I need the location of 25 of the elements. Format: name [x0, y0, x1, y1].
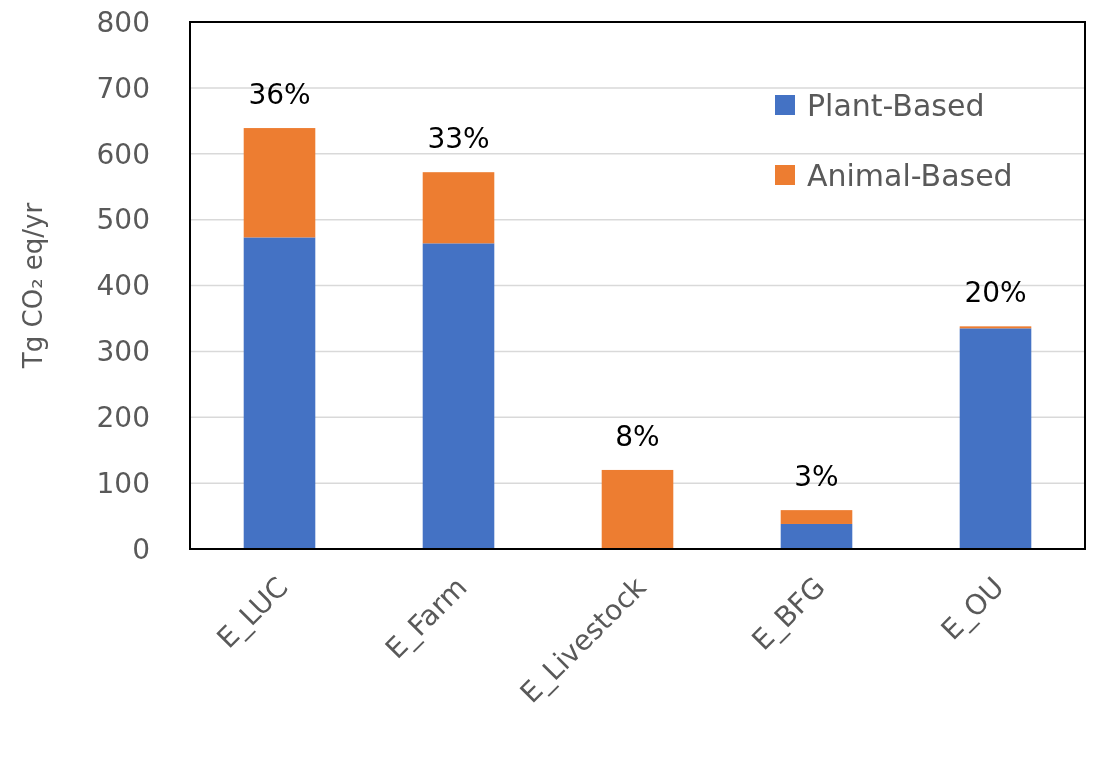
bar: [243, 237, 316, 549]
bar: [601, 469, 674, 549]
bar: [422, 172, 495, 244]
y-tick-label: 700: [96, 71, 150, 105]
legend-label: Animal-Based: [807, 157, 1013, 193]
annotation: 33%: [427, 122, 490, 156]
y-tick-label: 600: [96, 137, 150, 171]
y-tick-label: 400: [96, 269, 150, 303]
bar: [243, 128, 316, 238]
y-tick-label: 300: [96, 335, 150, 369]
bar: [780, 523, 853, 549]
annotation: 20%: [964, 276, 1027, 310]
legend-label: Plant-Based: [807, 87, 985, 123]
y-tick-label: 200: [96, 401, 150, 435]
bar: [422, 243, 495, 549]
annotation: 8%: [615, 419, 660, 453]
bar: [780, 510, 853, 524]
annotation: 3%: [794, 460, 839, 494]
bar: [959, 328, 1032, 549]
y-tick-label: 100: [96, 466, 150, 500]
y-tick-label: 0: [132, 532, 150, 566]
y-axis-title: Tg CO₂ eq/yr: [18, 202, 48, 370]
y-tick-label: 800: [96, 5, 150, 39]
annotation: 36%: [248, 78, 311, 112]
y-tick-label: 500: [96, 203, 150, 237]
